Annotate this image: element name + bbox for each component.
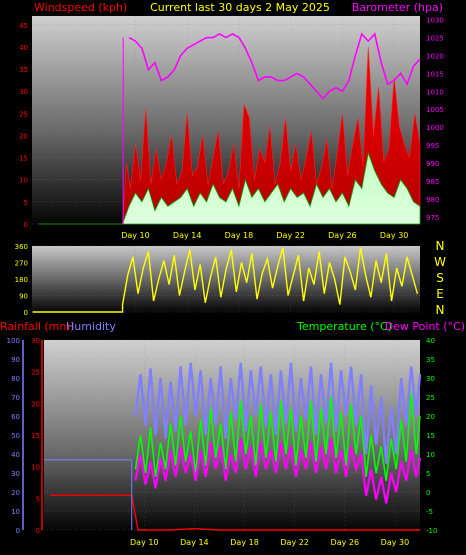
y-tick-baro-6: 1005 [426, 106, 444, 114]
humidity-label: Humidity [66, 320, 116, 333]
x-tick-b-5: Day 30 [381, 538, 410, 547]
y-tick-wind-9: 45 [19, 22, 28, 30]
y-tick-wind-0: 0 [24, 221, 28, 229]
y-tick-hum-0: 0 [16, 527, 20, 535]
y-tick-hum-8: 80 [11, 375, 20, 383]
direction-line [32, 247, 419, 313]
y-tick-rain-3: 15 [31, 432, 40, 440]
x-tick-b-3: Day 22 [280, 538, 309, 547]
windspeed-label: Windspeed (kph) [34, 1, 127, 14]
y-tick-baro-10: 1025 [426, 35, 444, 43]
y-tick-hum-10: 100 [7, 337, 20, 345]
y-tick-baro-2: 985 [426, 178, 439, 186]
y-tick-rain-6: 30 [31, 337, 40, 345]
barometer-label: Barometer (hpa) [352, 1, 443, 14]
y-tick-dir-2: 180 [15, 276, 28, 284]
y-tick-baro-11: 1030 [426, 17, 444, 25]
y-tick-hum-1: 10 [11, 508, 20, 516]
y-tick-hum-5: 50 [11, 432, 20, 440]
rainfall-line [50, 494, 420, 531]
y-tick-wind-2: 10 [19, 177, 28, 185]
avg-wind-area [38, 151, 421, 225]
humidity-line [134, 362, 422, 464]
x-tick-3: Day 22 [276, 231, 305, 240]
y-tick-hum-4: 40 [11, 451, 20, 459]
temperature-label: Temperature (°C) [296, 320, 392, 333]
x-tick-2: Day 18 [225, 231, 254, 240]
compass-e: E [436, 287, 444, 301]
y-tick-temp-7: 25 [426, 394, 435, 402]
gust-area [38, 46, 421, 225]
barometer-line [128, 32, 421, 100]
y-tick-baro-7: 1010 [426, 88, 444, 96]
y-tick-wind-1: 5 [24, 199, 28, 207]
y-tick-baro-0: 975 [426, 214, 439, 222]
y-tick-hum-2: 20 [11, 489, 20, 497]
y-tick-temp-9: 35 [426, 356, 435, 364]
temperature-line [134, 393, 421, 481]
x-tick-b-4: Day 26 [331, 538, 360, 547]
y-tick-dir-4: 360 [15, 243, 28, 251]
y-tick-temp-10: 40 [426, 337, 435, 345]
y-tick-baro-4: 995 [426, 142, 439, 150]
x-tick-b-1: Day 14 [180, 538, 209, 547]
chart-period-label: Current last 30 days 2 May 2025 [150, 1, 330, 14]
compass-w: W [434, 255, 446, 269]
y-tick-temp-1: -5 [426, 508, 433, 516]
y-tick-baro-8: 1015 [426, 70, 444, 78]
y-tick-temp-0: -10 [426, 527, 437, 535]
compass-n-top: N [436, 239, 445, 253]
y-tick-temp-3: 5 [426, 470, 430, 478]
y-tick-rain-5: 25 [31, 369, 40, 377]
y-tick-wind-7: 35 [19, 66, 28, 74]
dewpoint-line [134, 438, 422, 504]
y-tick-hum-3: 30 [11, 470, 20, 478]
direction-panel [32, 246, 420, 312]
y-tick-temp-2: 0 [426, 489, 430, 497]
y-tick-temp-8: 30 [426, 375, 435, 383]
compass-n-bottom: N [436, 303, 445, 317]
temp-hum-panel [44, 340, 420, 530]
compass-s: S [436, 271, 444, 285]
y-tick-hum-9: 90 [11, 356, 20, 364]
y-tick-temp-4: 10 [426, 451, 435, 459]
x-tick-0: Day 10 [121, 231, 150, 240]
y-tick-temp-5: 15 [426, 432, 435, 440]
y-tick-wind-6: 30 [19, 88, 28, 96]
x-tick-b-2: Day 18 [230, 538, 259, 547]
x-tick-5: Day 30 [380, 231, 409, 240]
y-tick-baro-3: 990 [426, 160, 439, 168]
y-tick-rain-1: 5 [36, 495, 40, 503]
compass-labels: N W S E N [434, 239, 446, 317]
rainfall-label: Rainfall (mm) [0, 320, 74, 333]
x-tick-1: Day 14 [173, 231, 202, 240]
x-tick-4: Day 26 [328, 231, 357, 240]
y-tick-rain-4: 20 [31, 400, 40, 408]
y-tick-baro-5: 1000 [426, 124, 444, 132]
y-tick-rain-2: 10 [31, 464, 40, 472]
y-tick-hum-7: 70 [11, 394, 20, 402]
y-tick-dir-3: 270 [15, 260, 28, 268]
y-tick-rain-0: 0 [36, 527, 40, 535]
y-tick-wind-5: 25 [19, 110, 28, 118]
y-tick-baro-1: 980 [426, 196, 439, 204]
y-tick-wind-3: 15 [19, 155, 28, 163]
dewpoint-label: Dew Point (°C) [385, 320, 465, 333]
y-tick-wind-4: 20 [19, 132, 28, 140]
y-tick-baro-9: 1020 [426, 52, 444, 60]
y-tick-dir-0: 0 [24, 309, 28, 317]
y-tick-temp-6: 20 [426, 413, 435, 421]
y-tick-dir-1: 90 [19, 293, 28, 301]
y-tick-wind-8: 40 [19, 44, 28, 52]
y-tick-hum-6: 60 [11, 413, 20, 421]
x-tick-b-0: Day 10 [130, 538, 159, 547]
